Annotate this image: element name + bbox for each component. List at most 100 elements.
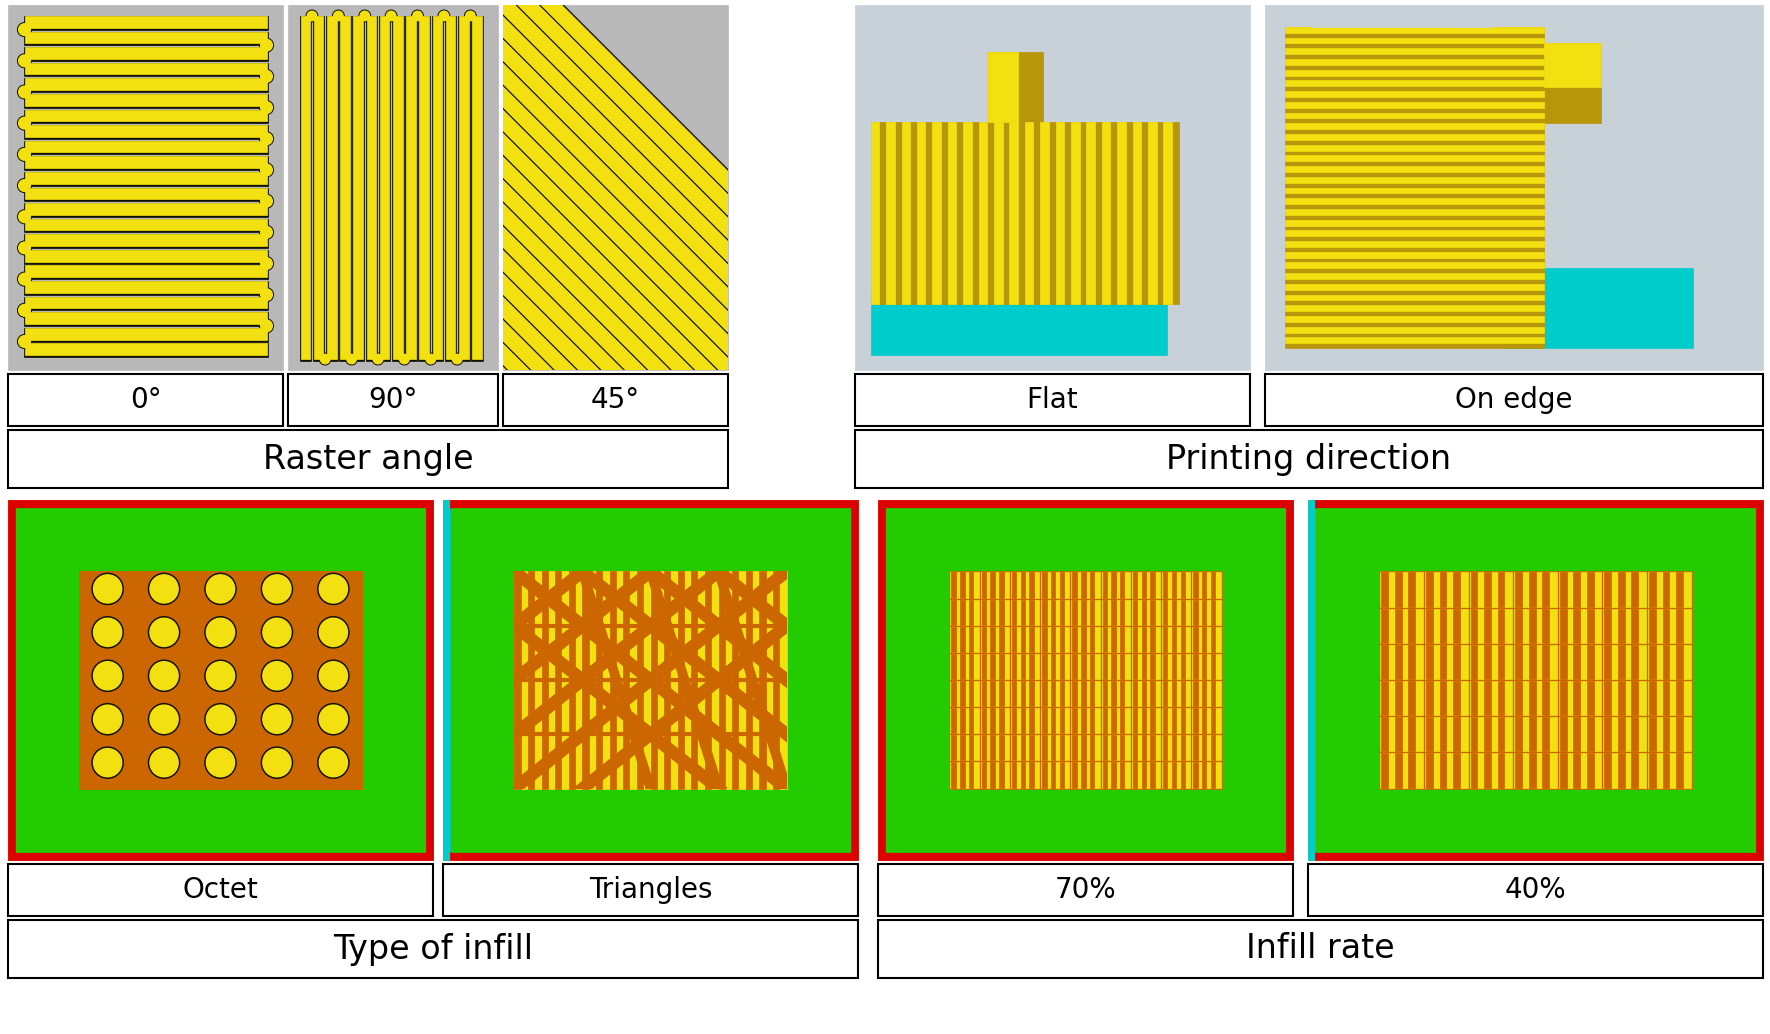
Circle shape	[260, 132, 273, 146]
Bar	[1021, 653, 1025, 679]
Bar	[968, 600, 974, 625]
Circle shape	[18, 210, 32, 223]
Bar	[1427, 718, 1432, 752]
Bar	[466, 522, 835, 838]
Bar	[773, 572, 779, 789]
Circle shape	[319, 660, 349, 692]
Bar	[154, 589, 175, 598]
Bar	[1648, 573, 1690, 607]
Bar	[97, 676, 119, 685]
Bar	[200, 621, 242, 651]
Bar	[1150, 573, 1154, 598]
Bar	[1012, 573, 1016, 598]
Bar	[515, 572, 786, 789]
Circle shape	[150, 662, 179, 690]
Bar	[1285, 327, 1543, 333]
Bar	[1345, 537, 1726, 824]
Bar	[1543, 43, 1600, 123]
Bar	[1285, 155, 1543, 161]
Circle shape	[205, 616, 235, 648]
Bar	[1358, 550, 1713, 810]
Bar	[106, 763, 110, 771]
Bar	[308, 618, 358, 655]
Bar	[1285, 37, 1543, 43]
Circle shape	[398, 354, 411, 365]
Bar	[147, 712, 182, 735]
Bar	[94, 716, 122, 731]
Bar	[1379, 572, 1692, 789]
Bar	[258, 756, 294, 779]
Bar	[1071, 681, 1099, 706]
Circle shape	[439, 11, 450, 21]
Bar	[212, 763, 216, 771]
Bar	[1662, 573, 1669, 607]
Bar	[432, 16, 442, 361]
Bar	[1193, 627, 1221, 651]
Bar	[1202, 708, 1207, 733]
Bar	[651, 572, 657, 789]
Circle shape	[260, 101, 273, 114]
Bar	[1030, 762, 1034, 788]
Bar	[1312, 10, 1492, 27]
Circle shape	[262, 747, 292, 779]
Bar	[1043, 681, 1046, 706]
Bar	[1011, 708, 1039, 733]
Bar	[494, 550, 807, 810]
Bar	[23, 250, 267, 264]
Bar	[1112, 708, 1115, 733]
Bar	[25, 172, 267, 184]
Bar	[1266, 5, 1763, 370]
Bar	[1497, 718, 1504, 752]
Bar	[1425, 718, 1467, 752]
Circle shape	[18, 179, 32, 192]
Bar	[1041, 708, 1069, 733]
Bar	[1513, 573, 1558, 607]
Bar	[196, 618, 246, 655]
Bar	[1497, 645, 1504, 679]
Circle shape	[18, 272, 32, 286]
Bar	[950, 735, 979, 760]
Circle shape	[359, 11, 370, 21]
Bar	[315, 712, 350, 735]
Bar	[1112, 627, 1115, 651]
Bar	[136, 572, 193, 615]
Bar	[1425, 645, 1467, 679]
Bar	[156, 589, 159, 598]
Bar	[1012, 653, 1016, 679]
Bar	[542, 572, 547, 789]
Bar	[1395, 718, 1402, 752]
Bar	[326, 16, 338, 361]
Bar	[1381, 609, 1423, 643]
Bar	[87, 752, 129, 782]
Bar	[23, 110, 267, 123]
Circle shape	[464, 10, 476, 22]
Bar	[112, 763, 115, 771]
Bar	[1662, 754, 1669, 788]
Bar	[1559, 718, 1566, 752]
Bar	[1073, 600, 1076, 625]
Bar	[1211, 573, 1216, 598]
Bar	[255, 621, 297, 651]
Circle shape	[19, 117, 30, 129]
Bar	[1041, 653, 1069, 679]
Bar	[94, 759, 122, 774]
Bar	[1588, 681, 1593, 716]
Bar	[262, 629, 290, 644]
Bar	[1497, 573, 1504, 607]
Bar	[968, 681, 974, 706]
Bar	[193, 702, 250, 746]
Bar	[1103, 627, 1106, 651]
Bar	[1285, 273, 1543, 279]
Bar	[1513, 609, 1558, 643]
Circle shape	[333, 10, 343, 22]
Bar	[193, 615, 250, 659]
Bar	[1381, 573, 1388, 607]
Bar	[1081, 681, 1085, 706]
Bar	[1163, 627, 1168, 651]
Bar	[1588, 645, 1593, 679]
Bar	[1395, 609, 1402, 643]
Bar	[637, 572, 643, 789]
Circle shape	[18, 148, 32, 161]
Bar	[982, 708, 986, 733]
Bar	[981, 762, 1009, 788]
